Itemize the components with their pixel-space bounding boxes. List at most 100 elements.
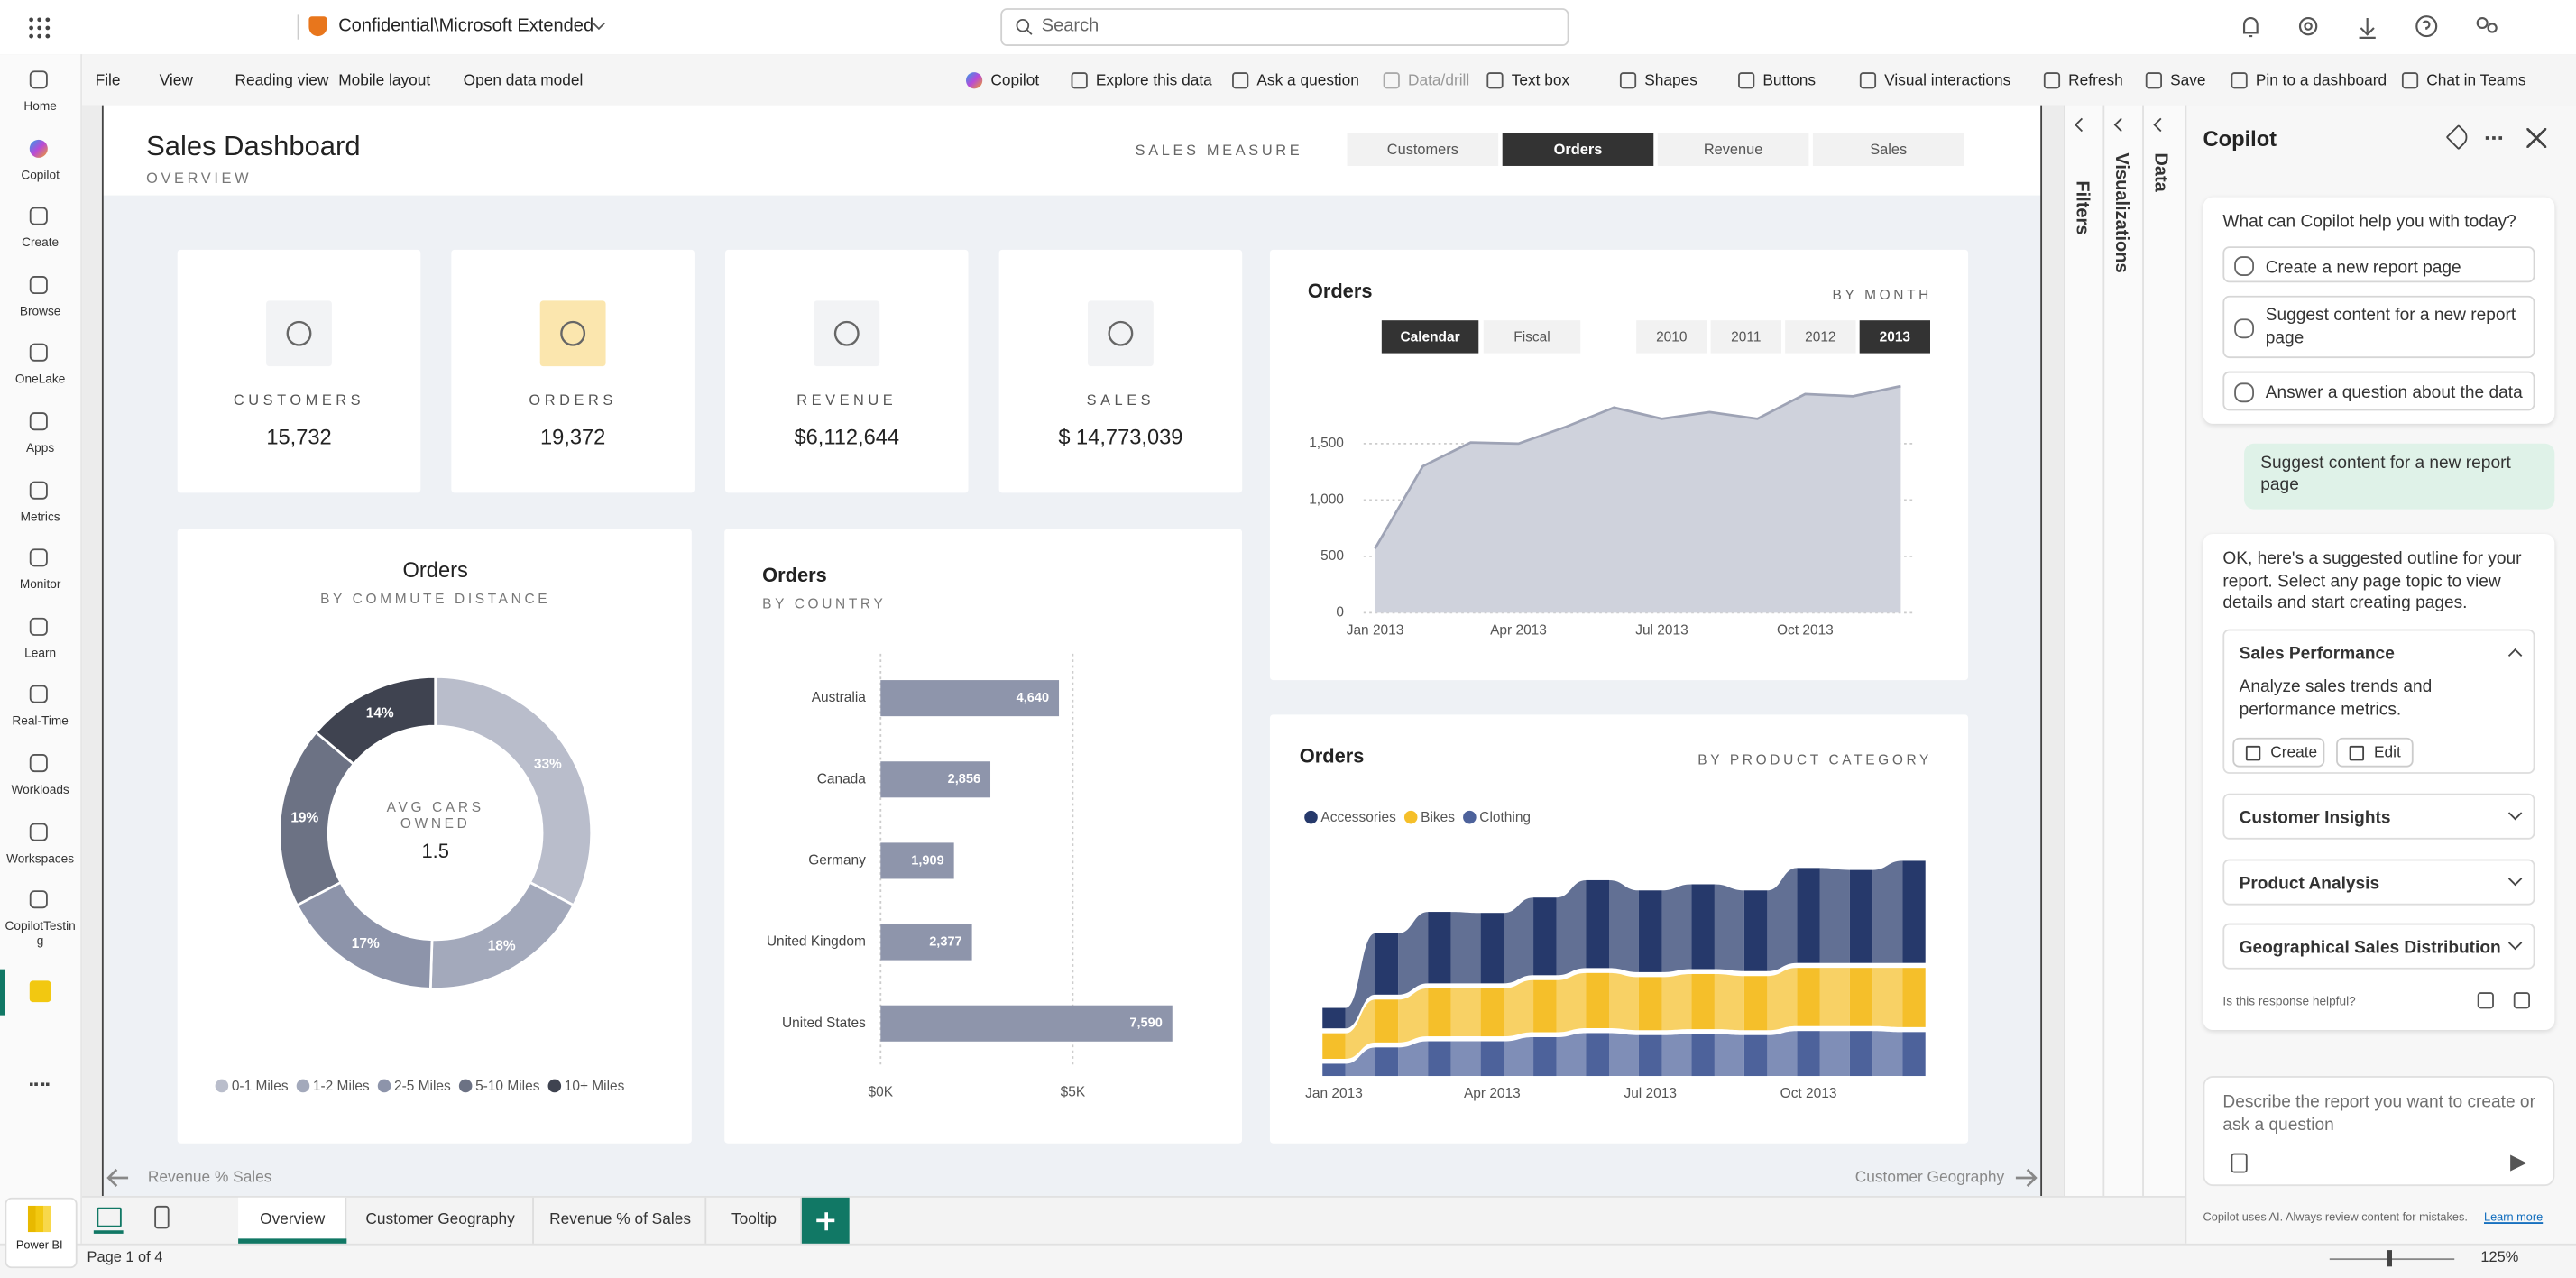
input-placeholder[interactable]: Describe the report you want to create o… xyxy=(2222,1092,2543,1136)
chat-input[interactable]: Describe the report you want to create o… xyxy=(2203,1076,2555,1186)
nav-icon[interactable] xyxy=(30,549,48,567)
toolbar-item[interactable]: Explore this data xyxy=(1096,72,1212,90)
page-tab[interactable]: Revenue % of Sales xyxy=(534,1198,706,1244)
pane-tab[interactable]: Visualizations xyxy=(2111,152,2131,272)
toggle-label[interactable]: Calendar xyxy=(1400,329,1459,345)
nav-report-icon[interactable] xyxy=(30,980,51,1002)
section-title[interactable]: Product Analysis xyxy=(2240,874,2380,894)
toolbar-item[interactable]: Chat in Teams xyxy=(2426,72,2525,90)
toolbar-icon[interactable] xyxy=(2044,72,2060,88)
nav-label[interactable]: Workspaces xyxy=(4,850,78,865)
section-title[interactable]: Geographical Sales Distribution xyxy=(2240,938,2501,958)
send-icon[interactable] xyxy=(2510,1154,2526,1171)
more-icon[interactable] xyxy=(2486,136,2502,140)
nav-icon[interactable] xyxy=(30,685,48,703)
menu-item[interactable]: File xyxy=(96,72,121,90)
nav-icon[interactable] xyxy=(30,139,48,157)
year-label[interactable]: 2011 xyxy=(1731,329,1761,345)
toolbar-icon[interactable] xyxy=(1486,72,1503,88)
thumb-down[interactable] xyxy=(2514,992,2530,1008)
desktop-view-icon[interactable] xyxy=(97,1208,121,1227)
nav-label[interactable]: Learn xyxy=(4,645,78,659)
breadcrumb[interactable]: Confidential\Microsoft Extended xyxy=(338,16,593,36)
nav-label[interactable]: Monitor xyxy=(4,577,78,592)
page-tab-label[interactable]: Revenue % of Sales xyxy=(534,1210,706,1228)
nav-icon[interactable] xyxy=(30,823,48,841)
toolbar-item[interactable]: Data/drill xyxy=(1408,72,1469,90)
page-tab[interactable]: Tooltip xyxy=(706,1198,802,1244)
toolbar-icon[interactable] xyxy=(2146,72,2162,88)
toolbar-item[interactable]: Copilot xyxy=(990,72,1039,90)
measure-button-label[interactable]: Orders xyxy=(1554,142,1603,158)
outline-section[interactable]: Product Analysis xyxy=(2222,860,2535,906)
measure-button-label[interactable]: Sales xyxy=(1870,142,1907,158)
suggestion-text[interactable]: Create a new report page xyxy=(2266,256,2528,280)
close-icon[interactable] xyxy=(2526,128,2546,148)
section-title[interactable]: Sales Performance xyxy=(2240,644,2395,664)
suggestion-text[interactable]: Suggest content for a new report page xyxy=(2266,304,2528,350)
toolbar-item[interactable]: Shapes xyxy=(1644,72,1697,90)
menu-item[interactable]: View xyxy=(160,72,193,90)
suggestion-button[interactable]: Suggest content for a new report page xyxy=(2222,296,2535,358)
toolbar-icon[interactable] xyxy=(1384,72,1400,88)
toolbar-item[interactable]: Ask a question xyxy=(1256,72,1359,90)
nav-label[interactable]: Apps xyxy=(4,440,78,455)
zoom-slider[interactable] xyxy=(2330,1258,2454,1260)
nav-icon[interactable] xyxy=(30,276,48,294)
toggle-label[interactable]: Fiscal xyxy=(1513,329,1550,345)
nav-label[interactable]: Metrics xyxy=(4,509,78,523)
toolbar-icon[interactable] xyxy=(1738,72,1754,88)
toolbar-item[interactable]: Visual interactions xyxy=(1884,72,2010,90)
menu-item[interactable]: Reading view xyxy=(235,72,328,90)
toolbar-item[interactable]: Save xyxy=(2170,72,2205,90)
menu-item[interactable]: Mobile layout xyxy=(338,72,430,90)
outline-section[interactable]: Geographical Sales Distribution xyxy=(2222,924,2535,970)
pane-tab[interactable]: Filters xyxy=(2072,180,2092,234)
toolbar-item[interactable]: Text box xyxy=(1512,72,1569,90)
menu-item[interactable]: Open data model xyxy=(464,72,584,90)
page-tab[interactable]: Overview xyxy=(238,1198,346,1244)
thumb-up[interactable] xyxy=(2478,992,2494,1008)
nav-label[interactable]: Browse xyxy=(4,304,78,318)
nav-icon[interactable] xyxy=(30,891,48,909)
toolbar-icon[interactable] xyxy=(1072,72,1088,88)
page-tab-label[interactable]: Tooltip xyxy=(706,1210,802,1228)
learn-more[interactable]: Learn more xyxy=(2484,1212,2543,1224)
nav-icon[interactable] xyxy=(30,207,48,225)
page-tab[interactable]: Customer Geography xyxy=(346,1198,534,1244)
toolbar-icon[interactable] xyxy=(1620,72,1636,88)
nav-label[interactable]: Real-Time xyxy=(4,713,78,728)
nav-label[interactable]: Create xyxy=(4,235,78,250)
toolbar-item[interactable]: Refresh xyxy=(2068,72,2123,90)
nav-icon[interactable] xyxy=(30,481,48,499)
section-title[interactable]: Customer Insights xyxy=(2240,808,2391,828)
attach-icon[interactable] xyxy=(2231,1154,2248,1173)
measure-button-label[interactable]: Customers xyxy=(1387,142,1458,158)
section-chevron[interactable] xyxy=(2508,648,2522,662)
toolbar-icon[interactable] xyxy=(2402,72,2418,88)
section-chevron[interactable] xyxy=(2508,936,2522,950)
measure-button-label[interactable]: Revenue xyxy=(1704,142,1763,158)
nav-label[interactable]: OneLake xyxy=(4,372,78,386)
prev-page-link[interactable]: Revenue % Sales xyxy=(148,1168,272,1186)
section-chevron[interactable] xyxy=(2508,806,2522,820)
section-chevron[interactable] xyxy=(2508,872,2522,886)
nav-icon[interactable] xyxy=(30,344,48,362)
search-placeholder[interactable]: Search xyxy=(1042,16,1099,36)
suggestion-button[interactable]: Create a new report page xyxy=(2222,246,2535,282)
next-page-link[interactable]: Customer Geography xyxy=(1855,1168,2005,1186)
year-label[interactable]: 2012 xyxy=(1805,329,1835,345)
page-tab-label[interactable]: Customer Geography xyxy=(346,1210,534,1228)
toolbar-item[interactable]: Pin to a dashboard xyxy=(2256,72,2387,90)
nav-icon[interactable] xyxy=(30,412,48,430)
year-label[interactable]: 2010 xyxy=(1656,329,1687,345)
nav-label[interactable]: CopilotTesting xyxy=(4,919,78,949)
nav-label[interactable]: Home xyxy=(4,98,78,113)
mobile-view-icon[interactable] xyxy=(154,1206,169,1229)
outline-section[interactable]: Customer Insights xyxy=(2222,794,2535,840)
action-button[interactable]: Edit xyxy=(2336,738,2414,768)
nav-icon[interactable] xyxy=(30,754,48,772)
nav-label[interactable]: Copilot xyxy=(4,167,78,181)
more-icon[interactable] xyxy=(30,1082,50,1089)
action-button[interactable]: Create xyxy=(2232,738,2324,768)
